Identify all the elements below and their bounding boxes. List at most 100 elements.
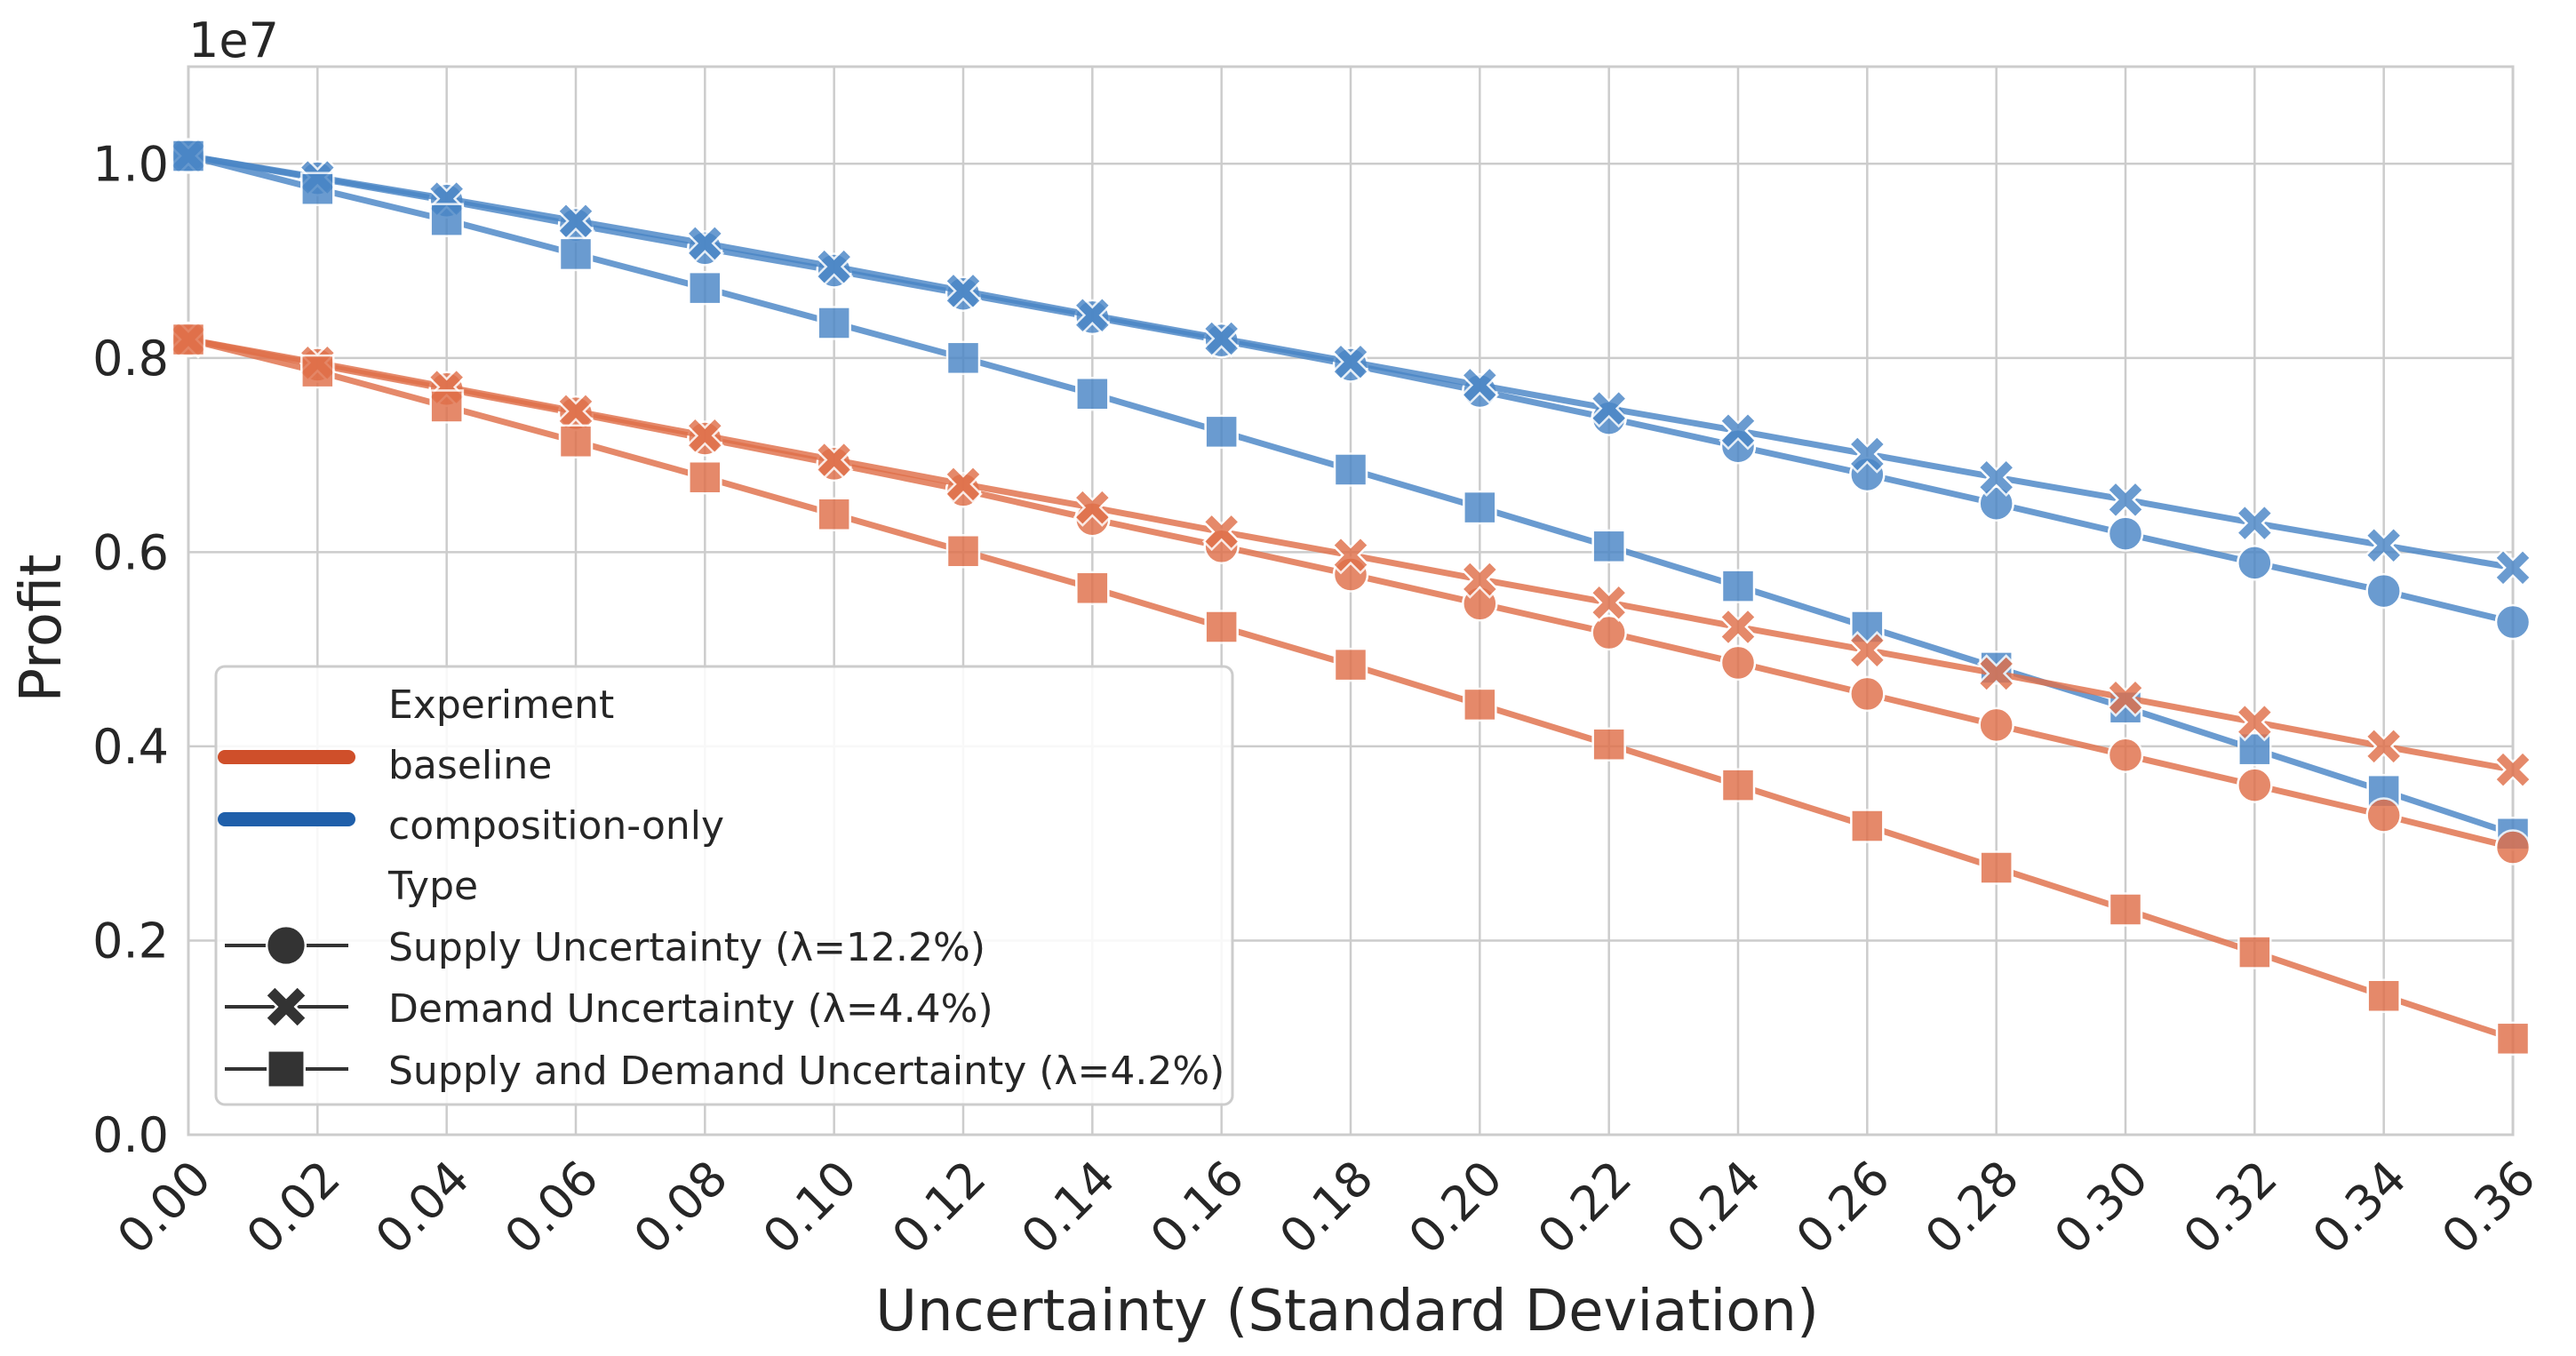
data-point-demand: [814, 247, 854, 286]
legend-both-label: Supply and Demand Uncertainty (λ=4.2%): [388, 1049, 1224, 1094]
data-point-demand: [1460, 560, 1500, 599]
legend-composition-label: composition-only: [388, 803, 724, 849]
data-point-both: [1075, 376, 1110, 411]
data-point-demand: [944, 271, 983, 311]
data-point-both: [945, 534, 981, 569]
plot-frame: [187, 65, 2515, 1137]
legend: Experiment baseline composition-only Typ…: [214, 665, 1234, 1106]
data-point-supply: [2107, 737, 2144, 773]
y-tick-label: 1.0: [92, 136, 169, 192]
data-point-both: [1204, 610, 1239, 644]
data-point-supply: [1591, 614, 1627, 651]
data-point-demand: [1976, 458, 2016, 497]
data-point-demand: [2106, 678, 2145, 718]
legend-demand-glyph: [264, 985, 308, 1029]
y-axis-label: Profit: [9, 554, 75, 703]
data-point-both: [688, 270, 722, 306]
data-point-both: [1591, 529, 1626, 564]
data-point-demand: [1847, 435, 1887, 474]
data-point-demand: [2493, 548, 2532, 587]
y-tick-label: 0.8: [92, 331, 169, 387]
y-tick-label: 0.0: [92, 1107, 169, 1163]
legend-experiment-title: Experiment: [388, 682, 614, 728]
data-point-both: [1463, 687, 1497, 722]
data-point-supply: [2494, 603, 2532, 641]
data-point-both: [1850, 809, 1885, 843]
y-axis-offset-label: 1e7: [188, 12, 279, 68]
data-point-demand: [2364, 525, 2404, 565]
x-axis-label: Uncertainty (Standard Deviation): [875, 1279, 1819, 1344]
data-point-demand: [685, 416, 725, 456]
data-point-demand: [556, 392, 595, 431]
data-point-both: [300, 171, 335, 206]
data-point-demand: [1976, 654, 2016, 693]
data-point-both: [817, 306, 851, 340]
data-point-supply: [2365, 797, 2402, 834]
data-point-both: [2237, 935, 2272, 969]
data-point-both: [1591, 727, 1626, 762]
data-point-both: [945, 340, 981, 376]
data-point-both: [2366, 978, 2401, 1013]
data-point-demand: [1589, 583, 1629, 622]
data-point-demand: [814, 440, 854, 480]
data-point-both: [1979, 850, 2014, 885]
data-point-demand: [2364, 727, 2404, 766]
y-tick-label: 0.4: [92, 719, 169, 775]
legend-supply-label: Supply Uncertainty (λ=12.2%): [388, 925, 985, 970]
data-point-both: [2108, 892, 2143, 927]
data-point-both: [429, 203, 464, 237]
y-tick-label: 0.6: [92, 524, 169, 580]
data-point-both: [1720, 569, 1756, 603]
legend-demand-marker: [225, 985, 348, 1029]
series-baseline-demand: [169, 320, 2532, 789]
data-point-supply: [1719, 644, 1757, 682]
data-point-demand: [685, 224, 725, 263]
data-point-demand: [2235, 702, 2275, 742]
data-point-demand: [1201, 319, 1241, 358]
data-point-supply: [2237, 767, 2273, 803]
data-point-supply: [1978, 706, 2014, 744]
data-point-supply: [1849, 675, 1886, 713]
data-point-demand: [2106, 480, 2145, 520]
legend-supply-marker: [225, 924, 348, 967]
data-point-demand: [2493, 750, 2532, 789]
legend-demand-label: Demand Uncertainty (λ=4.4%): [388, 986, 993, 1032]
legend-both-glyph: [267, 1049, 306, 1089]
data-point-both: [817, 497, 851, 531]
data-point-demand: [1201, 512, 1241, 552]
data-point-demand: [1847, 630, 1887, 670]
data-point-both: [171, 139, 206, 173]
data-point-demand: [556, 201, 595, 241]
data-point-both: [558, 424, 594, 459]
y-tick-labels: 0.0 0.2 0.4 0.6 0.8 1.0: [92, 136, 169, 1163]
data-point-supply: [2494, 829, 2532, 865]
data-point-supply: [2107, 515, 2144, 552]
legend-both-marker: [225, 1049, 348, 1089]
y-tick-label: 0.2: [92, 913, 169, 969]
data-point-both: [688, 459, 722, 495]
legend-box: [214, 665, 1234, 1106]
data-point-demand: [1073, 488, 1113, 527]
data-point-both: [429, 389, 464, 424]
data-point-demand: [2235, 503, 2275, 543]
data-point-both: [1333, 452, 1368, 487]
data-point-supply: [2365, 572, 2402, 610]
data-point-both: [1463, 490, 1497, 525]
data-point-demand: [1460, 365, 1500, 405]
data-point-demand: [1331, 342, 1370, 381]
data-point-both: [2495, 1021, 2531, 1057]
data-point-both: [1720, 768, 1756, 802]
data-point-both: [171, 322, 206, 357]
data-point-both: [1204, 414, 1239, 450]
series-baseline-both: [171, 322, 2531, 1057]
data-point-both: [300, 354, 335, 389]
data-point-demand: [1589, 388, 1629, 428]
legend-type-title: Type: [387, 864, 478, 909]
data-point-both: [1333, 647, 1368, 682]
data-point-demand: [1719, 411, 1758, 451]
legend-supply-glyph: [265, 924, 307, 967]
data-point-supply: [2237, 545, 2273, 581]
series-layer: [169, 136, 2532, 1057]
data-point-demand: [1073, 295, 1113, 335]
